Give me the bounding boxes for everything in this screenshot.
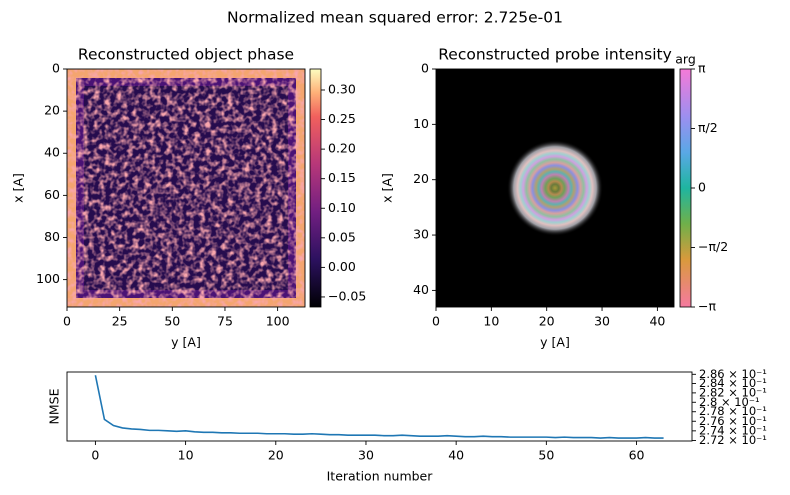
x-tick-label: 10 — [483, 314, 499, 329]
x-tick-label: 50 — [538, 448, 554, 463]
y-tick-label: 2.72 × 10⁻¹ — [699, 433, 767, 447]
x-tick-label: 20 — [268, 448, 284, 463]
colorbar-tick-label: 0.20 — [328, 141, 356, 156]
y-axis-label: x [A] — [380, 173, 395, 203]
colorbar-tick-label: π/2 — [698, 120, 718, 135]
x-axis-label: y [A] — [540, 335, 570, 350]
figure-title: Normalized mean squared error: 2.725e-01 — [227, 9, 563, 27]
x-tick-label: 0 — [432, 314, 440, 329]
colorbar-label: arg — [675, 52, 696, 67]
y-tick-label: 2.78 × 10⁻¹ — [699, 404, 767, 418]
colorbar-tick-label: −π — [698, 299, 716, 314]
axes-title: Reconstructed object phase — [78, 46, 294, 64]
colorbar-tick-label: 0.30 — [328, 81, 356, 96]
colorbar-tick-label: 0.25 — [328, 111, 356, 126]
axes-frame — [66, 68, 306, 308]
y-tick-label: 10 — [413, 116, 429, 131]
y-tick-label: 100 — [36, 271, 60, 286]
x-tick-label: 50 — [164, 314, 180, 329]
x-tick-label: 40 — [448, 448, 464, 463]
axes-title: Reconstructed probe intensity — [438, 46, 672, 64]
x-axis-label: y [A] — [171, 335, 201, 350]
colorbar-tick-label: −π/2 — [698, 239, 728, 254]
colorbar-tick-label: 0.05 — [328, 229, 356, 244]
y-tick-label: 30 — [413, 227, 429, 242]
probe-image — [436, 69, 674, 307]
colorbar-tick-label: π — [698, 61, 706, 76]
axes-frame — [435, 68, 675, 308]
y-tick-label: 0 — [52, 61, 60, 76]
x-tick-label: 10 — [178, 448, 194, 463]
x-tick-label: 40 — [649, 314, 665, 329]
y-tick-label: 0 — [421, 61, 429, 76]
y-tick-label: 40 — [413, 282, 429, 297]
colorbar-tick-label: −0.05 — [328, 288, 366, 303]
y-tick-label: 60 — [44, 187, 60, 202]
colorbar-tick-label: 0.10 — [328, 200, 356, 215]
y-tick-label: 20 — [44, 103, 60, 118]
x-tick-label: 0 — [63, 314, 71, 329]
x-tick-label: 30 — [594, 314, 610, 329]
x-tick-label: 0 — [91, 448, 99, 463]
x-axis-label: Iteration number — [327, 469, 434, 484]
colorbar-tick-label: 0.00 — [328, 259, 356, 274]
x-tick-label: 100 — [266, 314, 290, 329]
y-tick-label: 20 — [413, 171, 429, 186]
x-tick-label: 20 — [539, 314, 555, 329]
y-tick-label: 2.74 × 10⁻¹ — [699, 423, 767, 437]
y-tick-label: 80 — [44, 229, 60, 244]
y-tick-label: 2.84 × 10⁻¹ — [699, 376, 767, 390]
colorbar — [309, 68, 322, 308]
x-tick-label: 60 — [629, 448, 645, 463]
y-tick-label: 40 — [44, 145, 60, 160]
y-axis-label: x [A] — [11, 173, 26, 203]
y-axis-label: NMSE — [47, 388, 62, 424]
line — [94, 375, 664, 439]
x-tick-label: 25 — [112, 314, 128, 329]
y-tick-label: 2.76 × 10⁻¹ — [699, 414, 767, 428]
y-tick-label: 2.8 × 10⁻¹ — [699, 395, 760, 409]
x-tick-label: 30 — [358, 448, 374, 463]
y-tick-label: 2.86 × 10⁻¹ — [699, 367, 767, 381]
colorbar-tick-label: 0 — [698, 180, 706, 195]
axes-frame — [66, 371, 693, 442]
object-phase-image — [67, 69, 305, 307]
colorbar — [679, 68, 692, 308]
colorbar-tick-label: 0.15 — [328, 170, 356, 185]
x-tick-label: 75 — [217, 314, 233, 329]
y-tick-label: 2.82 × 10⁻¹ — [699, 385, 767, 399]
